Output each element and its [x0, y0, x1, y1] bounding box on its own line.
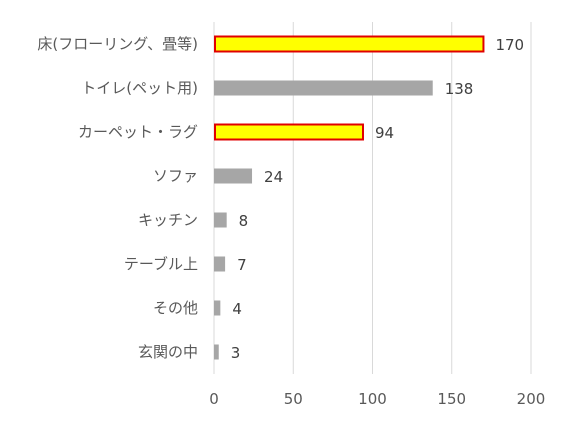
category-label-7: 玄関の中 [138, 343, 198, 361]
category-label-1: トイレ(ペット用) [81, 79, 198, 97]
x-tick-label-4: 200 [517, 390, 546, 408]
bar-7 [214, 344, 219, 360]
bar-6 [214, 300, 221, 316]
bar-5 [214, 256, 226, 272]
bar-1 [214, 80, 433, 96]
category-label-3: ソファ [153, 167, 198, 185]
bar-0 [214, 35, 485, 53]
value-label-4: 8 [239, 212, 249, 230]
value-label-7: 3 [231, 344, 241, 362]
x-tick-label-0: 0 [209, 390, 219, 408]
value-label-6: 4 [232, 300, 242, 318]
x-tick-label-3: 150 [437, 390, 466, 408]
bar-3 [214, 168, 253, 184]
category-label-5: テーブル上 [124, 255, 198, 273]
category-label-2: カーペット・ラグ [78, 123, 198, 141]
bar-4 [214, 212, 227, 228]
x-tick-label-1: 50 [284, 390, 303, 408]
value-label-2: 94 [375, 124, 394, 142]
value-label-1: 138 [445, 80, 474, 98]
value-label-0: 170 [495, 36, 524, 54]
bar-2 [214, 123, 364, 141]
value-label-3: 24 [264, 168, 283, 186]
value-label-5: 7 [237, 256, 247, 274]
category-label-6: その他 [153, 299, 198, 317]
category-label-0: 床(フローリング、畳等) [37, 35, 198, 53]
category-label-4: キッチン [138, 211, 198, 229]
x-tick-label-2: 100 [358, 390, 387, 408]
